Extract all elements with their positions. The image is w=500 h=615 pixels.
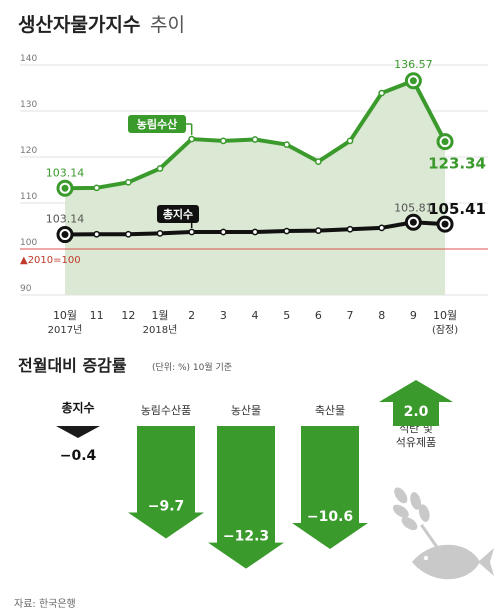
series-badge (157, 205, 199, 223)
series-badge-label: 총지수 (163, 207, 193, 221)
y-tick-label: 90 (20, 284, 32, 294)
data-point (156, 165, 164, 172)
data-point (124, 178, 132, 186)
bar-arrow (379, 380, 453, 426)
data-point (283, 141, 291, 148)
x-tick-label: 1월 (151, 309, 168, 322)
x-tick-sublabel: 2018년 (143, 324, 178, 336)
page-title: 생산자물가지수 (18, 14, 140, 36)
bar-value-label: 2.0 (404, 404, 429, 420)
data-label: 136.57 (394, 58, 433, 71)
source-note: 자료: 한국은행 (14, 598, 76, 610)
series-badge-label: 농림수산 (137, 117, 177, 131)
data-point (220, 137, 227, 145)
y-tick-label: 140 (20, 54, 37, 64)
data-point-core (61, 231, 69, 239)
x-tick-sublabel: 2017년 (48, 324, 83, 336)
bar-arrow (292, 426, 368, 549)
bar-category-label: 농림수산품 (141, 404, 192, 417)
reference-label: ▲2010=100 (20, 255, 81, 266)
page-subtitle: 추이 (150, 14, 185, 36)
reference-line: ▲2010=100 (20, 248, 488, 266)
series-area-fill (65, 80, 446, 295)
series-points (56, 72, 454, 244)
data-point (283, 227, 291, 235)
x-tick-label: 8 (378, 309, 385, 322)
data-point (188, 228, 196, 236)
x-tick-sublabel: (잠정) (432, 324, 458, 336)
data-label: 103.14 (46, 166, 85, 179)
y-tick-label: 100 (20, 238, 37, 248)
data-point (315, 227, 322, 234)
bar-arrow (128, 426, 204, 539)
x-tick-label: 3 (220, 309, 227, 322)
series-badge (128, 115, 186, 133)
bar-arrows: −0.4 −9.7 −12.3 −10.6 2.0 (56, 380, 453, 569)
data-label-current: 105.41 (428, 200, 486, 218)
data-label: 105.81 (394, 201, 433, 214)
bar-section-note: (단위: %) 10월 기준 (152, 361, 232, 373)
x-tick-label: 9 (410, 309, 417, 322)
y-tick-label: 120 (20, 146, 37, 156)
x-tick-label: 5 (283, 309, 290, 322)
x-axis: 10월 2017년 11 12 1월 2018년 2 3 4 5 6 7 8 9 10월 (잠정) (48, 309, 459, 336)
x-tick-label: 2 (188, 309, 195, 322)
data-point (188, 135, 196, 143)
bar-category-label: 총지수 (61, 400, 94, 415)
bar-arrow (208, 426, 284, 569)
data-point (220, 228, 227, 236)
data-point-core (441, 220, 449, 228)
data-point-core (409, 218, 417, 226)
data-point (93, 230, 101, 238)
wheat-fish-icon (392, 487, 494, 580)
data-point (156, 230, 164, 237)
x-tick-label: 11 (90, 309, 104, 322)
bar-category-label: 축산물 (315, 404, 345, 417)
data-point (346, 225, 354, 233)
data-point-core (409, 77, 417, 85)
bar-section-title: 전월대비 증감률 (18, 356, 127, 375)
bar-category-label: 석유제품 (396, 436, 436, 449)
data-point (124, 230, 132, 238)
y-tick-label: 110 (20, 192, 37, 202)
data-point (378, 224, 386, 232)
x-tick-label: 12 (121, 309, 135, 322)
y-tick-label: 130 (20, 100, 37, 110)
bar-value-label: −12.3 (223, 529, 269, 545)
bar-value-label: −10.6 (307, 509, 353, 525)
data-point (93, 184, 101, 192)
x-tick-label: 10월 (433, 309, 457, 322)
x-tick-label: 7 (347, 309, 354, 322)
data-point (378, 89, 386, 97)
x-tick-label: 6 (315, 309, 322, 322)
data-point (315, 158, 322, 165)
area-fill (65, 80, 446, 295)
bar-category-label: 농산물 (231, 404, 261, 417)
data-point (346, 137, 354, 145)
bar-value-label: −9.7 (148, 499, 185, 515)
x-tick-label: 4 (252, 309, 259, 322)
data-point (251, 136, 259, 143)
data-label: 103.14 (46, 213, 85, 226)
data-point (251, 228, 259, 236)
data-point-core (61, 184, 69, 192)
bar-value-label: −0.4 (60, 448, 97, 464)
x-tick-label: 10월 (53, 309, 77, 322)
bar-arrow (56, 426, 100, 438)
data-point-core (441, 138, 449, 146)
data-label-current: 123.34 (428, 155, 486, 173)
